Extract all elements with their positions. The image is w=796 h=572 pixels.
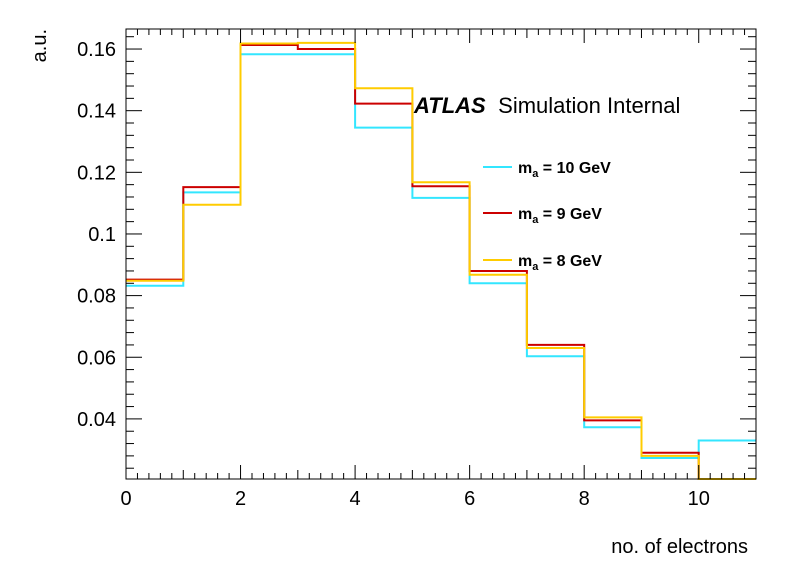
y-tick-label: 0.1 bbox=[88, 224, 116, 246]
legend-label-rest: = 9 GeV bbox=[538, 206, 602, 223]
x-tick-label: 4 bbox=[350, 488, 361, 510]
y-tick-label: 0.04 bbox=[77, 409, 116, 431]
plot-frame bbox=[125, 28, 757, 480]
y-tick-label: 0.14 bbox=[77, 101, 116, 123]
legend-label-main: m bbox=[518, 253, 532, 270]
ticks-layer bbox=[125, 29, 757, 479]
y-tick-label: 0.16 bbox=[77, 39, 116, 61]
atlas-label-rest: Simulation Internal bbox=[498, 93, 680, 118]
legend-label-main: m bbox=[518, 160, 532, 177]
atlas-label-bold: ATLAS bbox=[413, 93, 486, 118]
x-axis-title: no. of electrons bbox=[611, 536, 748, 558]
series-line-2 bbox=[126, 41, 756, 480]
atlas-annotation: ATLAS Simulation Internal bbox=[413, 93, 680, 118]
legend-label-main: m bbox=[518, 206, 532, 223]
series-layer bbox=[126, 41, 756, 480]
legend-label-sub: a bbox=[532, 214, 539, 226]
legend-label-rest: = 10 GeV bbox=[538, 160, 611, 177]
legend-label-2: ma = 8 GeV bbox=[518, 253, 602, 273]
x-tick-label: 8 bbox=[579, 488, 590, 510]
x-tick-label: 6 bbox=[464, 488, 475, 510]
y-axis-title: a.u. bbox=[29, 29, 51, 62]
x-tick-label: 0 bbox=[120, 488, 131, 510]
y-tick-label: 0.08 bbox=[77, 286, 116, 308]
y-tick-label: 0.12 bbox=[77, 162, 116, 184]
x-tick-label: 2 bbox=[235, 488, 246, 510]
y-tick-label: 0.06 bbox=[77, 347, 116, 369]
legend-label-sub: a bbox=[532, 261, 539, 273]
legend-label-1: ma = 9 GeV bbox=[518, 206, 602, 226]
x-tick-label: 10 bbox=[688, 488, 710, 510]
legend-label-rest: = 8 GeV bbox=[538, 253, 602, 270]
legend-label-0: ma = 10 GeV bbox=[518, 160, 611, 180]
legend-label-sub: a bbox=[532, 168, 539, 180]
tick-labels-layer: 0 2 4 6 8 10 0.04 0.06 0.08 0.1 0.12 0.14 0.16 bbox=[77, 39, 710, 510]
